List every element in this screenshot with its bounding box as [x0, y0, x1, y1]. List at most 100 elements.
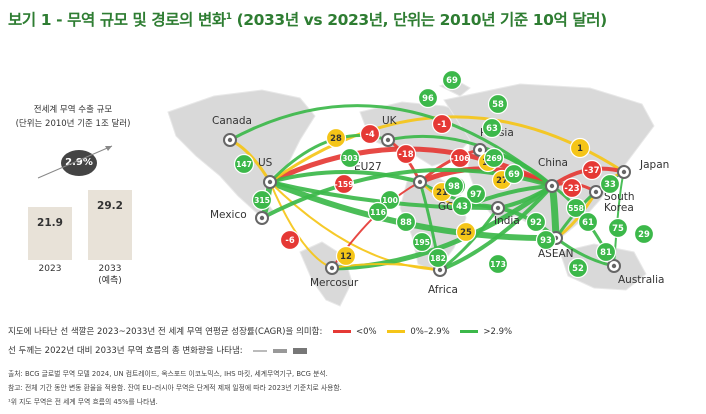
flow-value-label: 98	[448, 181, 460, 191]
flow-china-africa	[438, 184, 554, 272]
flow-value-bubble	[595, 241, 617, 263]
flow-value-bubble	[633, 223, 655, 245]
flow-value-bubble	[455, 221, 477, 243]
flow-value-bubble	[565, 197, 587, 219]
flow-value-label: -6	[285, 235, 294, 245]
flow-value-bubble	[487, 253, 509, 275]
flow-value-label: 75	[612, 223, 624, 233]
bar-category-label: 2023	[38, 264, 62, 274]
thickness-small	[253, 349, 268, 352]
flow-value-label: -159	[334, 180, 353, 189]
flow-value-label: 558	[568, 204, 584, 213]
bar-sublabel: (예측)	[98, 276, 122, 286]
flow-value-bubble	[607, 217, 629, 239]
region-label-australia: Australia	[618, 274, 664, 286]
flow-value-bubble	[279, 229, 301, 251]
flow-value-bubble	[443, 175, 465, 197]
flow-value-label: 52	[572, 263, 584, 273]
flow-value-label: -18	[398, 149, 413, 159]
flow-value-bubble	[449, 147, 471, 169]
thickness-medium	[273, 348, 288, 353]
flow-value-label: 33	[604, 179, 616, 189]
flow-value-bubble	[325, 127, 347, 149]
chart-title: 보기 1 - 무역 규모 및 경로의 변화1 (2033년 vs 2023년, …	[8, 11, 607, 29]
flow-value-bubble	[417, 87, 439, 109]
flow-value-label: 81	[600, 247, 612, 257]
flow-value-label: 12	[340, 251, 352, 261]
flow-value-label: 92	[530, 217, 542, 227]
flow-value-bubble	[233, 153, 255, 175]
flow-canada-china	[228, 104, 554, 188]
flow-value-label: 43	[456, 201, 468, 211]
flow-value-label: 27	[496, 175, 508, 185]
flow-value-bubble	[567, 257, 589, 279]
flow-value-label: 1	[577, 143, 583, 153]
flow-value-label: 63	[486, 123, 498, 133]
flow-value-label: 315	[254, 196, 270, 205]
region-label-mercosur: Mercosur	[310, 277, 359, 289]
flow-value-bubble	[561, 177, 583, 199]
bar-value-label: 21.9	[37, 217, 63, 230]
region-label-us: US	[258, 157, 273, 169]
stats-heading: 전세계 무역 수출 규모 (단위는 2010년 기준 1조 달러)	[15, 105, 131, 129]
flow-value-bubble	[487, 93, 509, 115]
flow-value-label: 69	[446, 75, 458, 85]
flow-value-label: 69	[508, 169, 520, 179]
legend-thickness: 선 두께는 2022년 대비 2033년 무역 흐름의 총 변화량을 나타냄:	[8, 344, 308, 356]
bar-2033	[88, 189, 132, 260]
flow-value-label: 58	[492, 99, 504, 109]
flow-value-bubble	[441, 69, 463, 91]
flow-value-label: -23	[564, 183, 579, 193]
flow-value-label: 303	[342, 154, 358, 163]
flow-value-label: 61	[582, 217, 594, 227]
flow-china-mercosur	[329, 183, 555, 271]
flow-value-label: 29	[638, 229, 650, 239]
flow-value-label: -106	[450, 154, 469, 163]
flow-value-bubble	[569, 137, 591, 159]
flow-value-label: 182	[430, 254, 446, 263]
flow-value-bubble	[379, 189, 401, 211]
region-label-mexico: Mexico	[210, 209, 247, 221]
bar-category-label: 2033	[98, 264, 122, 274]
flow-value-bubble	[451, 195, 473, 217]
legend-neg-swatch	[333, 330, 352, 333]
flow-value-label: 116	[370, 208, 386, 217]
flow-value-bubble	[427, 247, 449, 269]
flow-value-label: 96	[422, 93, 434, 103]
flow-value-label: 97	[470, 189, 482, 199]
legend-color: 지도에 나타난 선 색깔은 2023~2033년 전 세계 무역 연평균 성장률…	[8, 327, 513, 337]
reference-note: 참고: 전체 기간 동안 변동 환율을 적용함. 잔여 EU–러시아 무역은 단…	[8, 384, 342, 392]
flow-uk-china	[386, 134, 554, 188]
flow-value-label: 100	[382, 196, 398, 205]
legend-pos-swatch	[460, 330, 479, 333]
bar-value-label: 29.2	[97, 199, 123, 212]
flow-value-bubble	[339, 147, 361, 169]
flow-value-bubble	[525, 211, 547, 233]
flow-value-label: 147	[236, 160, 252, 169]
flow-value-bubble	[411, 231, 433, 253]
flow-value-bubble	[335, 245, 357, 267]
flow-value-bubble	[431, 113, 453, 135]
flow-value-label: -37	[584, 165, 599, 175]
region-label-uk: UK	[382, 115, 398, 127]
region-label-eu27: EU27	[354, 161, 382, 173]
flow-value-bubble	[599, 173, 621, 195]
flow-value-label: -4	[365, 129, 374, 139]
flow-value-bubble	[367, 201, 389, 223]
flow-value-bubble	[483, 147, 505, 169]
flow-value-label: 21	[436, 187, 448, 197]
flow-us-africa	[269, 181, 441, 271]
flow-value-bubble	[577, 211, 599, 233]
growth-badge: 2.9%	[61, 150, 97, 176]
flow-value-bubble	[465, 183, 487, 205]
thickness-large	[293, 347, 308, 354]
flow-value-bubble	[503, 163, 525, 185]
flow-us-eu	[268, 170, 422, 184]
flow-india-africa	[438, 206, 500, 272]
footnote: ¹위 지도 무역은 전 세계 무역 흐름의 45%를 나타냄.	[8, 398, 158, 406]
flow-value-bubble	[333, 173, 355, 195]
flow-value-bubble	[251, 189, 273, 211]
flow-value-bubble	[395, 211, 417, 233]
flow-value-bubble	[481, 117, 503, 139]
flow-value-label: 88	[400, 217, 412, 227]
